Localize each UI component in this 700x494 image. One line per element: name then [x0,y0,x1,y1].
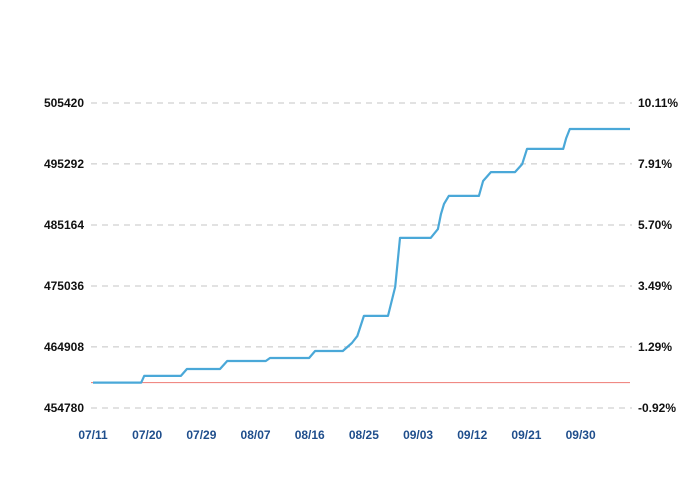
x-tick-label: 07/11 [78,428,108,442]
y-tick-label-left: 475036 [44,279,84,293]
x-tick-label: 09/12 [457,428,487,442]
x-tick-label: 07/29 [186,428,216,442]
y-axis-right: 10.11% 7.91% 5.70% 3.49% 1.29% -0.92% [638,96,678,415]
x-tick-label: 08/16 [295,428,325,442]
x-tick-label: 07/20 [132,428,162,442]
y-tick-label-left: 505420 [44,96,84,110]
y-tick-label-right: 7.91% [638,157,672,171]
gridlines [91,102,632,409]
y-axis-left: 505420 495292 485164 475036 464908 454780 [44,96,84,415]
y-tick-label-right: 1.29% [638,340,672,354]
y-tick-label-right: 5.70% [638,218,672,232]
series-line [93,127,630,384]
y-tick-label-left: 495292 [44,157,84,171]
x-tick-label: 09/03 [403,428,433,442]
x-tick-label: 08/25 [349,428,379,442]
y-tick-label-right: -0.92% [638,401,676,415]
y-tick-label-right: 10.11% [638,96,678,110]
x-tick-label: 09/21 [511,428,541,442]
x-axis: 07/11 07/20 07/29 08/07 08/16 08/25 09/03 09/12… [78,428,596,442]
y-tick-label-left: 454780 [44,401,84,415]
y-tick-label-left: 485164 [44,218,84,232]
y-tick-label-left: 464908 [44,340,84,354]
x-tick-label: 09/30 [566,428,596,442]
x-tick-label: 08/07 [241,428,271,442]
y-tick-label-right: 3.49% [638,279,672,293]
